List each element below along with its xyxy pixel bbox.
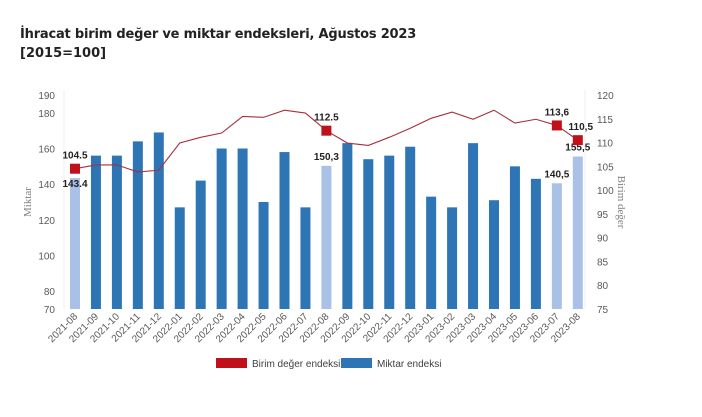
bar-2023-08	[572, 156, 583, 309]
right-axis-tick: 90	[597, 234, 609, 245]
right-axis-tick: 100	[597, 186, 614, 197]
left-axis-tick: 190	[38, 91, 55, 102]
bar-2023-04	[489, 200, 499, 309]
left-axis-tick: 100	[38, 252, 55, 263]
bar-2022-01	[174, 207, 185, 309]
bar-2023-06	[530, 178, 541, 309]
line-data-label: 112.5	[314, 113, 339, 124]
right-axis-tick: 95	[597, 210, 609, 221]
bar-2022-08	[321, 165, 332, 309]
right-axis-tick: 105	[597, 162, 614, 173]
x-axis-labels: 2021-082021-092021-102021-112021-122022-…	[46, 311, 583, 345]
line-data-label: 104.5	[62, 151, 87, 162]
left-axis-title: Miktar	[22, 187, 34, 217]
line-marker-2021-08	[70, 163, 80, 174]
bar-2022-02	[195, 180, 206, 309]
bar-2022-06	[279, 152, 290, 309]
right-axis-tick: 85	[597, 257, 609, 268]
legend-swatch-miktar	[341, 358, 372, 368]
line-data-label: 113,6	[545, 107, 570, 118]
bar-2023-01	[426, 196, 437, 309]
bar-2023-07	[551, 183, 562, 309]
left-axis-tick: 140	[38, 180, 55, 191]
left-axis-tick: 80	[44, 287, 56, 298]
legend-swatch-birim-deger	[216, 358, 247, 368]
right-axis-tick: 120	[597, 91, 614, 102]
bar-2023-05	[509, 166, 520, 309]
right-axis: 75 80 85 90 95 100 105 110 115 120	[597, 91, 614, 316]
line-data-label: 110,5	[569, 122, 594, 133]
bar-series-miktar: 143.4 150,3 140,5 155,5	[62, 132, 591, 309]
legend: Birim değer endeksi Miktar endeksi	[216, 358, 441, 370]
line-marker-2023-07	[551, 120, 562, 131]
bar-2021-08	[70, 178, 80, 309]
legend-label-miktar: Miktar endeksi	[377, 359, 441, 370]
bar-2023-03	[468, 143, 479, 309]
bar-data-label: 140,5	[544, 169, 569, 180]
bar-2022-07	[300, 207, 311, 309]
bar-2022-10	[363, 159, 374, 309]
line-series-birim-deger: 104.5 112.5 113,6 110,5	[62, 107, 594, 174]
left-axis-tick: 160	[38, 145, 55, 156]
bar-2022-05	[258, 202, 269, 309]
bar-2022-04	[237, 148, 248, 309]
right-axis-tick: 110	[597, 139, 613, 150]
bar-data-label: 143.4	[62, 179, 87, 190]
line-marker-2022-08	[321, 125, 332, 136]
right-axis-tick: 80	[597, 281, 609, 292]
bar-2023-02	[447, 207, 458, 309]
right-axis-title: Birim değer	[615, 176, 627, 229]
bar-2022-12	[405, 146, 416, 309]
legend-label-birim-deger: Birim değer endeksi	[252, 359, 340, 370]
chart-title: İhracat birim değer ve miktar endeksleri…	[20, 27, 417, 42]
bar-data-label: 155,5	[565, 143, 590, 154]
right-axis-tick: 115	[597, 115, 613, 126]
bar-2022-03	[216, 148, 227, 309]
left-axis-tick: 70	[44, 305, 56, 316]
left-axis-tick: 180	[38, 109, 55, 120]
bar-2022-11	[384, 155, 395, 309]
left-axis: 70 80 100 120 140 160 180 190	[38, 91, 55, 316]
chart-subtitle: [2015=100]	[20, 46, 107, 61]
right-axis-tick: 75	[597, 305, 609, 316]
bar-2021-09	[90, 155, 101, 309]
bar-2022-09	[342, 143, 353, 309]
line-marker-2023-08	[572, 135, 583, 146]
bar-data-label: 150,3	[314, 152, 339, 163]
left-axis-tick: 120	[38, 216, 55, 227]
bar-2021-11	[132, 141, 143, 309]
bar-2021-10	[111, 155, 122, 309]
bar-2021-12	[153, 132, 164, 309]
